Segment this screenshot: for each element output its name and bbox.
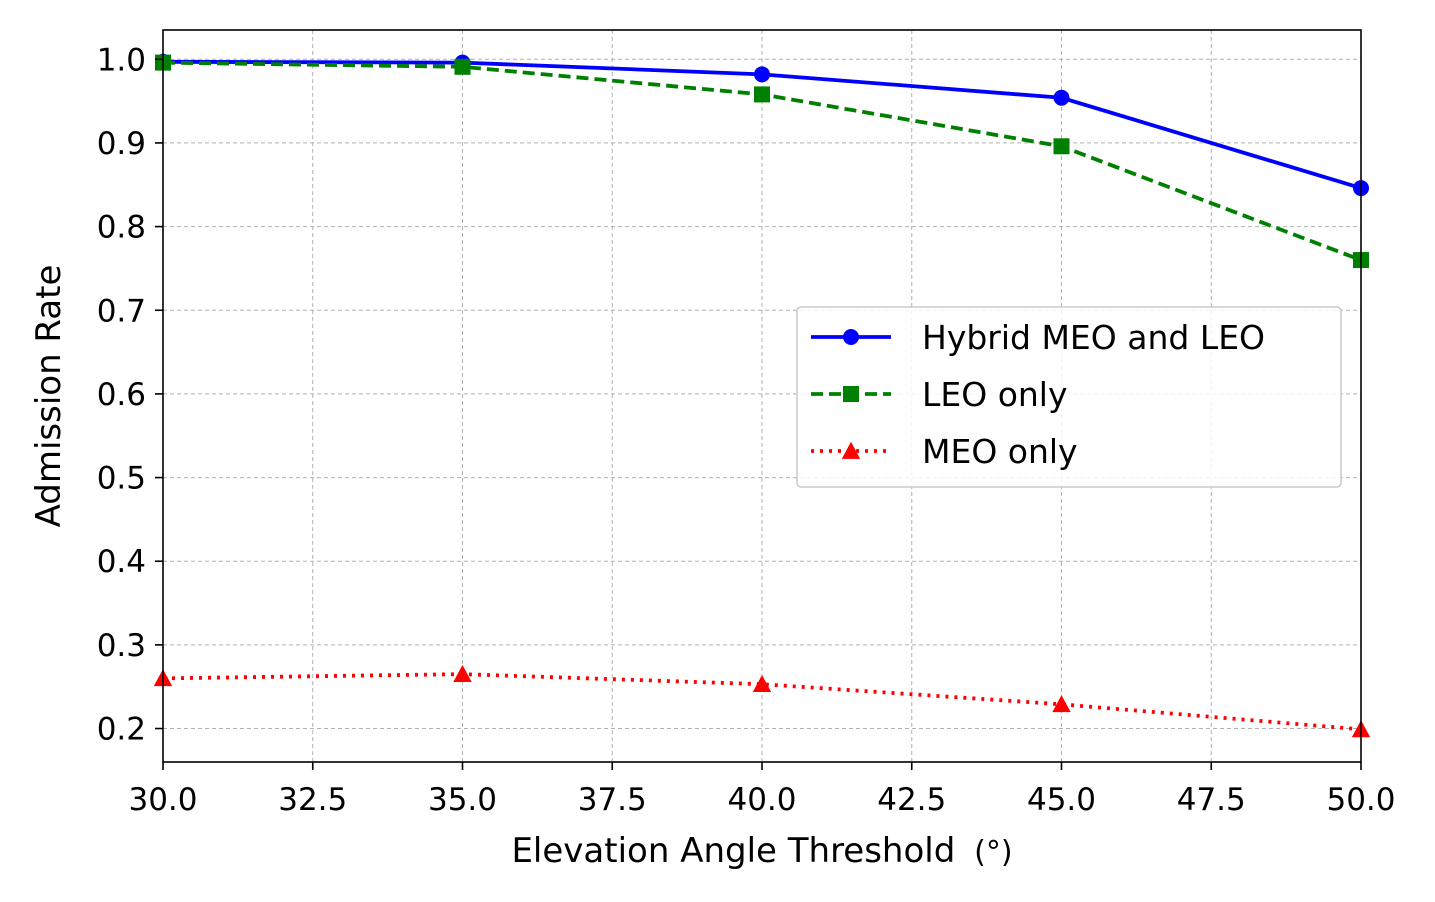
data-point xyxy=(1053,138,1070,155)
y-tick-label: 0.3 xyxy=(97,628,146,664)
x-tick-label: 50.0 xyxy=(1326,782,1395,818)
y-axis-title: Admission Rate xyxy=(29,265,69,528)
x-tick-label: 32.5 xyxy=(278,782,347,818)
y-tick-label: 0.2 xyxy=(97,712,146,748)
x-axis-title: Elevation Angle Threshold (°) xyxy=(511,831,1012,871)
legend-item: LEO only xyxy=(811,375,1068,414)
series-meo-only xyxy=(153,664,1371,738)
x-tick-label: 42.5 xyxy=(877,782,946,818)
x-tick-label: 30.0 xyxy=(128,782,197,818)
data-point xyxy=(754,86,770,103)
y-tick-label: 0.7 xyxy=(97,293,146,329)
x-tick-label: 40.0 xyxy=(727,782,796,818)
y-tick-label: 0.5 xyxy=(97,461,146,497)
data-point xyxy=(454,58,471,75)
x-tick-label: 35.0 xyxy=(428,782,497,818)
legend-label: Hybrid MEO and LEO xyxy=(922,318,1265,357)
legend: Hybrid MEO and LEO LEO only MEO only xyxy=(796,306,1342,488)
y-tick-label: 0.8 xyxy=(97,210,146,246)
data-point xyxy=(754,66,770,83)
x-tick-label: 45.0 xyxy=(1027,782,1096,818)
x-tick-label: 37.5 xyxy=(578,782,647,818)
legend-item: Hybrid MEO and LEO xyxy=(811,318,1265,357)
y-tick-label: 1.0 xyxy=(97,42,146,78)
y-tick-label: 0.6 xyxy=(97,377,146,413)
legend-label: LEO only xyxy=(922,375,1068,414)
x-axis-title-unit: (°) xyxy=(974,835,1012,870)
x-tick-label: 47.5 xyxy=(1177,782,1246,818)
series-line xyxy=(162,672,1362,732)
data-point xyxy=(453,664,472,682)
data-point xyxy=(1052,695,1071,713)
x-axis-title-text: Elevation Angle Threshold xyxy=(511,831,955,871)
legend-marker xyxy=(843,386,859,402)
legend-marker xyxy=(843,329,859,345)
y-tick-label: 0.9 xyxy=(97,126,146,162)
y-tick-label: 0.4 xyxy=(97,544,146,580)
data-point xyxy=(752,674,772,693)
axis-ticks: 30.0 32.5 35.0 37.5 40.0 42.5 45.0 47.5 50.0 0.2 0… xyxy=(97,42,1396,818)
legend-marker xyxy=(841,441,861,459)
legend-item: MEO only xyxy=(811,432,1078,471)
legend-box xyxy=(796,306,1342,488)
data-point xyxy=(1053,89,1070,106)
series-layer xyxy=(153,53,1371,738)
legend-label: MEO only xyxy=(922,432,1078,471)
